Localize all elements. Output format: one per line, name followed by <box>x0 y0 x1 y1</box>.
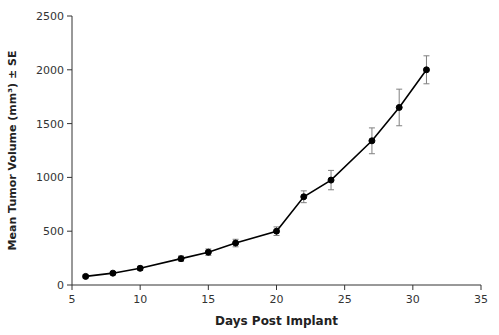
data-point <box>274 228 280 234</box>
y-tick-label: 2500 <box>36 10 64 23</box>
x-tick-label: 30 <box>406 293 420 306</box>
y-tick <box>67 177 72 178</box>
data-point <box>110 270 116 276</box>
error-bar <box>233 239 239 247</box>
x-tick-label: 25 <box>338 293 352 306</box>
plot-data <box>83 56 430 280</box>
error-bar <box>369 128 375 154</box>
x-tick-label: 20 <box>270 293 284 306</box>
error-bar <box>205 249 211 255</box>
x-tick <box>276 285 277 290</box>
x-tick <box>481 285 482 290</box>
y-axis-label: Mean Tumor Volume (mm³) ± SE <box>6 51 19 251</box>
y-tick <box>67 123 72 124</box>
data-point <box>396 104 402 110</box>
error-bar <box>137 266 143 270</box>
y-tick-label: 1500 <box>36 118 64 131</box>
y-tick-label: 1000 <box>36 171 64 184</box>
data-point <box>233 240 239 246</box>
error-bar <box>328 170 334 189</box>
y-tick <box>67 16 72 17</box>
data-point <box>83 273 89 279</box>
x-tick <box>72 285 73 290</box>
background <box>0 0 499 335</box>
y-tick-label: 0 <box>57 279 64 292</box>
data-point <box>178 256 184 262</box>
x-tick <box>344 285 345 290</box>
data-point <box>369 138 375 144</box>
x-tick <box>412 285 413 290</box>
y-tick <box>67 69 72 70</box>
x-tick-label: 5 <box>69 293 76 306</box>
x-tick-label: 15 <box>201 293 215 306</box>
axes: 5 10 15 20 25 30 35 0 500 1000 1500 2000 2500 <box>36 10 488 306</box>
x-axis-label: Days Post Implant <box>215 314 338 328</box>
y-tick <box>67 231 72 232</box>
data-point <box>137 265 143 271</box>
y-axis-line <box>72 16 73 285</box>
data-point <box>423 67 429 73</box>
y-tick-label: 500 <box>43 225 64 238</box>
error-bar <box>423 56 429 84</box>
y-tick <box>67 285 72 286</box>
data-point <box>301 194 307 200</box>
error-bar <box>301 191 307 203</box>
data-point <box>328 177 334 183</box>
x-tick <box>208 285 209 290</box>
x-tick-label: 10 <box>133 293 147 306</box>
x-tick-label: 35 <box>474 293 488 306</box>
error-bar <box>396 89 402 126</box>
data-line <box>86 70 427 277</box>
chart-container: 5 10 15 20 25 30 35 0 500 1000 1500 2000 2500 Days Po… <box>0 0 499 335</box>
error-bar <box>178 256 184 261</box>
x-tick <box>140 285 141 290</box>
y-tick-label: 2000 <box>36 64 64 77</box>
data-point <box>205 249 211 255</box>
chart-svg: 5 10 15 20 25 30 35 0 500 1000 1500 2000 2500 Days Po… <box>0 0 499 335</box>
